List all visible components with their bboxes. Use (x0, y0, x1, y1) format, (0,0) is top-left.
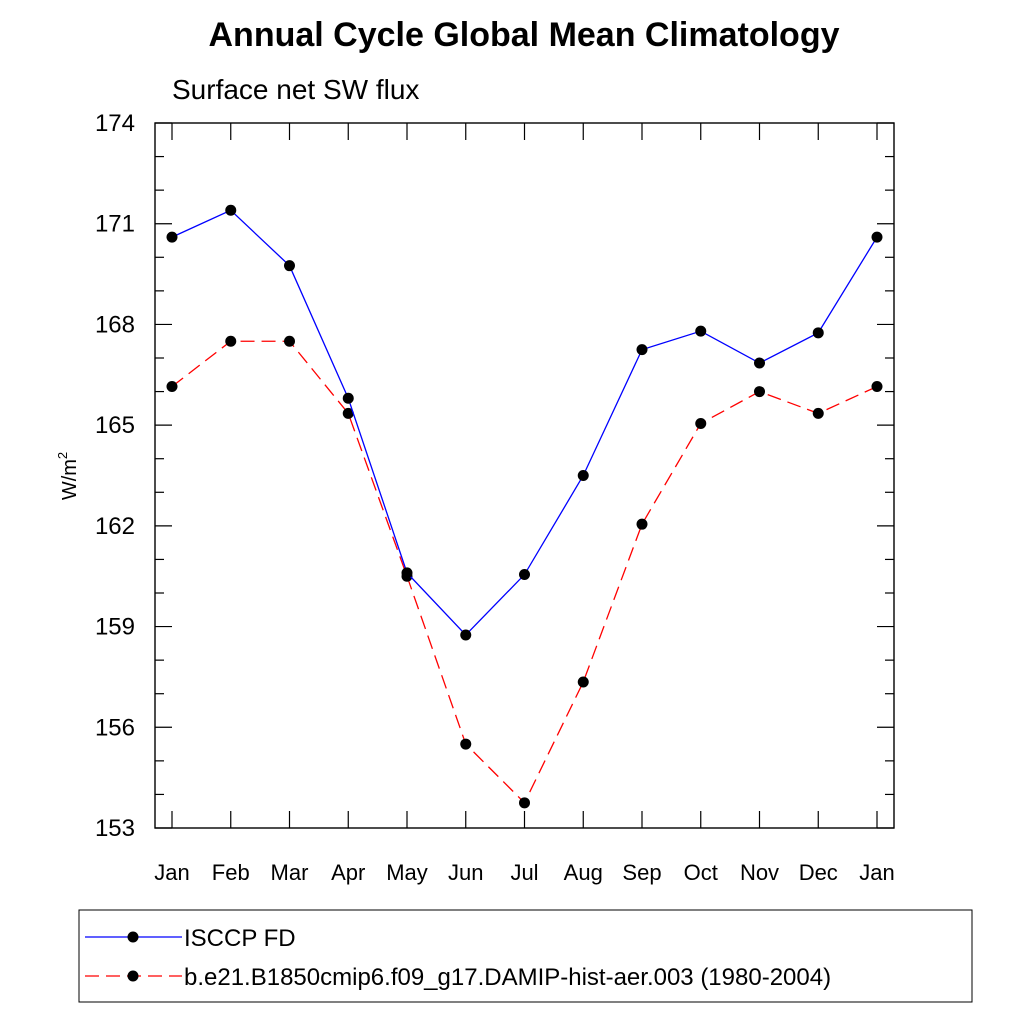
y-axis-label: W/m (59, 459, 81, 500)
series-2-point (695, 417, 707, 429)
series-1-point (401, 567, 413, 579)
legend-marker-1 (127, 931, 139, 943)
y-tick-label: 156 (95, 714, 135, 741)
legend-items: ISCCP FD b.e21.B1850cmip6.f09_g17.DAMIP-h… (85, 925, 831, 991)
x-tick-label: Nov (740, 860, 779, 885)
series-2-point (519, 797, 530, 809)
svg-text:W/m2: W/m2 (55, 452, 81, 500)
y-axis-label-superscript: 2 (55, 452, 70, 459)
series-1-point (577, 470, 589, 481)
series-2-point (460, 738, 472, 750)
x-tick-label: Jan (859, 860, 894, 885)
y-tick-label: 165 (95, 412, 135, 439)
series-2 (166, 335, 883, 809)
series-2-point (754, 386, 765, 398)
series-1-point (166, 231, 178, 243)
y-tick-label: 171 (95, 211, 135, 238)
series-1-point (519, 569, 530, 581)
x-tick-label: Jan (154, 860, 189, 885)
series-2-point (225, 335, 237, 347)
series-1-point (695, 325, 707, 337)
legend-label-2: b.e21.B1850cmip6.f09_g17.DAMIP-hist-aer.… (184, 964, 831, 991)
x-tick-label: Jun (448, 860, 483, 885)
x-tick-label: Sep (622, 860, 661, 885)
x-tick-label: Oct (684, 860, 718, 885)
ticks-layer: 153 156 159 162 165 168 171 174 Jan Feb Mar Apr May J… (95, 110, 895, 885)
series-2-point (284, 335, 295, 347)
series-2-point (812, 407, 824, 419)
series-2-point (636, 518, 648, 530)
legend-marker-2 (127, 970, 139, 982)
y-tick-label: 174 (95, 110, 135, 137)
y-tick-label: 162 (95, 513, 135, 540)
x-tick-label: Apr (331, 860, 365, 885)
legend: ISCCP FD b.e21.B1850cmip6.f09_g17.DAMIP-h… (78, 909, 973, 1003)
x-tick-label: Feb (212, 860, 250, 885)
series-1-point (754, 357, 765, 369)
x-tick-label: May (386, 860, 428, 885)
legend-label-1: ISCCP FD (184, 925, 296, 952)
series-2-point (166, 381, 178, 393)
y-tick-label: 159 (95, 614, 135, 641)
series-1-point (636, 344, 648, 356)
x-tick-label: Dec (799, 860, 838, 885)
chart-subtitle: Surface net SW flux (172, 74, 419, 105)
series-1-point (460, 629, 472, 641)
y-axis-title: W/m2 (55, 452, 81, 500)
series-1-point (225, 204, 237, 216)
y-tick-label: 168 (95, 311, 135, 338)
series-1-point (871, 231, 883, 243)
chart-title: Annual Cycle Global Mean Climatology (209, 16, 840, 54)
x-tick-label: Jul (510, 860, 538, 885)
x-tick-label: Aug (564, 860, 603, 885)
series-1 (166, 204, 883, 641)
series-2-point (342, 407, 354, 419)
series-layer (166, 204, 883, 809)
series-1-point (342, 392, 354, 404)
series-1-point (284, 260, 295, 272)
series-2-point (577, 676, 589, 688)
plot-frame (154, 122, 895, 829)
legend-box (78, 909, 973, 1003)
y-tick-label: 153 (95, 815, 135, 842)
series-1-point (812, 327, 824, 339)
series-2-point (871, 381, 883, 393)
x-tick-label: Mar (271, 860, 309, 885)
